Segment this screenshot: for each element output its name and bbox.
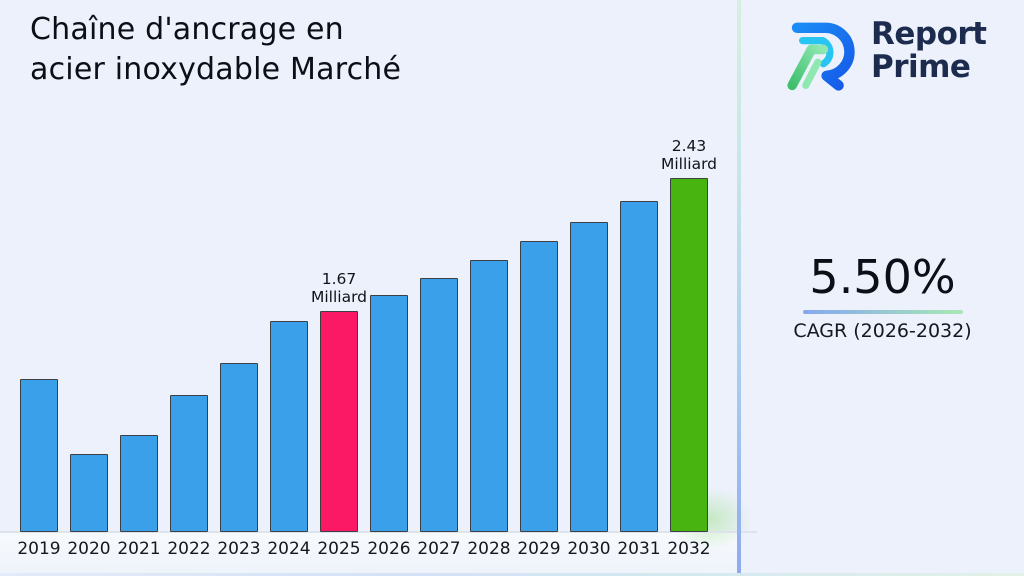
bottom-edge-decoration [0, 573, 1024, 576]
axis-strip [0, 533, 737, 576]
cagr-underline-decoration [802, 310, 963, 314]
plot-area: 2019 2020 2021 2022 2023 2024 2025 1.67 Milliard… [0, 0, 757, 559]
x-axis-label-2019: 2019 [17, 539, 61, 559]
bar-2032 [670, 178, 708, 532]
right-panel: Report Prime 5.50% CAGR (2026-2032) [741, 0, 1024, 576]
bar-2022 [170, 395, 208, 532]
x-axis-label-2027: 2027 [417, 539, 461, 559]
bar-2021 [120, 435, 158, 532]
x-axis-line [0, 531, 757, 533]
x-axis-label-2023: 2023 [217, 539, 261, 559]
bar-2027 [420, 278, 458, 532]
x-axis-label-2029: 2029 [517, 539, 561, 559]
bar-2028 [470, 260, 508, 532]
x-axis-label-2024: 2024 [267, 539, 311, 559]
bar-value-label-2032: 2.43 Milliard [660, 137, 718, 173]
bar-2026 [370, 295, 408, 532]
cagr-value: 5.50% [809, 250, 956, 304]
bar-2023 [220, 363, 258, 532]
bar-2031 [620, 201, 658, 532]
bar-2029 [520, 241, 558, 532]
brand-block: Report Prime [781, 10, 987, 92]
brand-name-line2: Prime [871, 49, 971, 85]
brand-name: Report Prime [871, 18, 987, 84]
x-axis-label-2031: 2031 [617, 539, 661, 559]
bar-2024 [270, 321, 308, 532]
vertical-divider [737, 0, 741, 576]
report-prime-logo-icon [787, 22, 855, 91]
x-axis-label-2032: 2032 [667, 539, 711, 559]
x-axis-label-2028: 2028 [467, 539, 511, 559]
x-axis-label-2026: 2026 [367, 539, 411, 559]
bar-2025 [320, 311, 358, 532]
cagr-block: 5.50% CAGR (2026-2032) [741, 250, 1024, 342]
x-axis-label-2030: 2030 [567, 539, 611, 559]
brand-name-line1: Report [871, 16, 987, 52]
bar-2020 [70, 454, 108, 532]
x-axis-label-2022: 2022 [167, 539, 211, 559]
x-axis-label-2020: 2020 [67, 539, 111, 559]
x-axis-label-2025: 2025 [317, 539, 361, 559]
x-axis-label-2021: 2021 [117, 539, 161, 559]
bar-2019 [20, 379, 58, 532]
bar-value-label-2025: 1.67 Milliard [310, 270, 368, 306]
page-title: Chaîne d'ancrage en acier inoxydable Mar… [30, 12, 402, 87]
cagr-label: CAGR (2026-2032) [793, 320, 972, 342]
bar-2030 [570, 222, 608, 532]
